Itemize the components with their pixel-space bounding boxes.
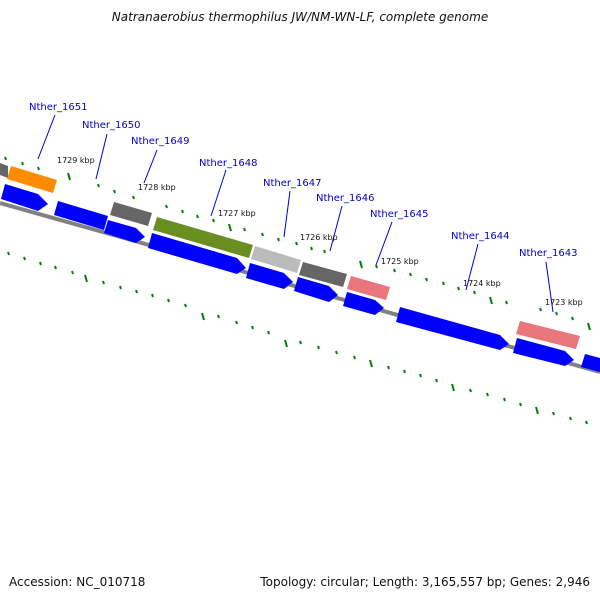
gene-label[interactable]: Nther_1650 <box>82 120 140 131</box>
cds-arrow[interactable] <box>396 307 509 350</box>
forward-genes <box>0 163 580 349</box>
gene-feature[interactable] <box>153 217 253 258</box>
map-title: Natranaerobius thermophilus JW/NM-WN-LF,… <box>111 10 489 24</box>
cds-arrow[interactable] <box>54 201 108 230</box>
cds-arrow[interactable] <box>104 220 145 243</box>
gene-label[interactable]: Nther_1644 <box>451 231 509 242</box>
gene-label[interactable]: Nther_1649 <box>131 136 189 147</box>
gene-feature[interactable] <box>7 166 57 193</box>
gene-feature[interactable] <box>0 163 8 178</box>
kbp-label: 1726 kbp <box>300 233 338 242</box>
gene-label[interactable]: Nther_1646 <box>316 193 374 204</box>
cds-arrow[interactable] <box>246 263 293 289</box>
kbp-label: 1723 kbp <box>545 298 583 307</box>
gene-label[interactable]: Nther_1643 <box>519 248 577 259</box>
kbp-labels: 1729 kbp 1728 kbp 1727 kbp 1726 kbp 1725… <box>57 156 583 307</box>
label-leaders <box>37 114 554 313</box>
gene-feature[interactable] <box>110 202 152 226</box>
cds-arrow[interactable] <box>513 338 574 366</box>
gene-feature[interactable] <box>251 246 301 273</box>
cds-arrows <box>1 184 600 372</box>
gene-label[interactable]: Nther_1651 <box>29 102 87 113</box>
outer-tick-track <box>4 156 591 331</box>
accession-text: Accession: NC_010718 <box>9 575 146 589</box>
genome-summary: Topology: circular; Length: 3,165,557 bp… <box>260 575 590 589</box>
gene-label[interactable]: Nther_1645 <box>370 209 428 220</box>
gene-label[interactable]: Nther_1648 <box>199 158 257 169</box>
gene-feature[interactable] <box>299 262 347 287</box>
cds-arrow[interactable] <box>148 233 246 274</box>
inner-tick-track <box>7 251 588 425</box>
gene-feature[interactable] <box>516 321 580 349</box>
cds-arrow[interactable] <box>1 184 48 211</box>
kbp-label: 1727 kbp <box>218 209 256 218</box>
kbp-label: 1728 kbp <box>138 183 176 192</box>
cds-arrow[interactable] <box>581 354 600 372</box>
kbp-label: 1729 kbp <box>57 156 95 165</box>
gene-labels: Nther_1651 Nther_1650 Nther_1649 Nther_1… <box>29 102 577 259</box>
gene-feature[interactable] <box>347 276 390 300</box>
cds-arrow[interactable] <box>294 277 338 302</box>
kbp-label: 1725 kbp <box>381 257 419 266</box>
kbp-label: 1724 kbp <box>463 279 501 288</box>
gene-label[interactable]: Nther_1647 <box>263 178 321 189</box>
cds-arrow[interactable] <box>343 292 384 315</box>
